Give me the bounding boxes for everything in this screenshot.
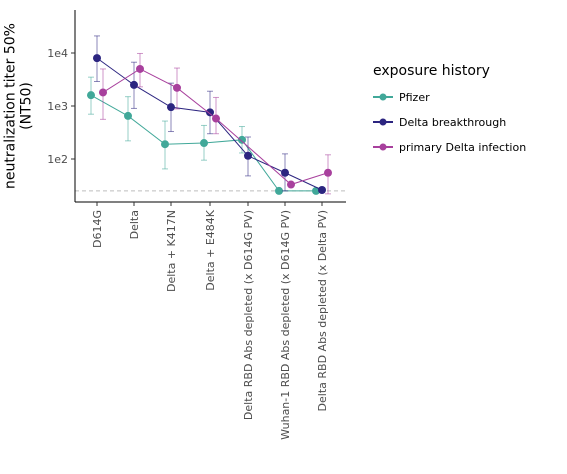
y-tick-label: 1e2 — [47, 153, 68, 166]
data-point — [206, 108, 214, 117]
data-point — [93, 54, 101, 63]
legend-swatch-point — [379, 93, 387, 101]
x-tick-label: Delta RBD Abs depleted (x Delta PV) — [316, 210, 329, 411]
data-point — [173, 83, 181, 92]
legend-item: primary Delta infection — [373, 141, 526, 154]
legend-label: primary Delta infection — [399, 141, 526, 154]
data-point — [124, 111, 132, 120]
data-point — [200, 139, 208, 148]
data-point — [161, 140, 169, 149]
y-axis-title-line: (NT50) — [18, 82, 34, 130]
data-point — [281, 168, 289, 177]
y-tick-label: 1e4 — [47, 47, 68, 60]
x-tick-label: Delta RBD Abs depleted (x D614G PV) — [242, 210, 255, 420]
x-tick-layer: D614G Delta Delta + K417N Delta + E484K Delt… — [91, 202, 329, 440]
data-point — [238, 135, 246, 144]
data-point — [318, 186, 326, 195]
legend-label: Delta breakthrough — [399, 116, 506, 129]
y-axis-title: neutralization titer 50%(NT50) — [2, 23, 34, 189]
x-tick-label: Wuhan-1 RBD Abs depleted (x D614G PV) — [279, 210, 292, 440]
data-point — [130, 80, 138, 89]
data-point — [324, 168, 332, 177]
y-tick-layer: 1e2 1e3 1e4 — [47, 47, 75, 166]
y-axis-title-line: neutralization titer 50% — [2, 23, 18, 189]
legend-label: Pfizer — [399, 91, 430, 104]
legend-item: Delta breakthrough — [373, 116, 506, 129]
data-point — [275, 186, 283, 195]
data-point — [136, 64, 144, 73]
data-point — [167, 103, 175, 112]
data-point — [244, 151, 252, 160]
legend: exposure history Pfizer Delta breakthroug… — [373, 63, 526, 154]
series-layer — [87, 35, 332, 195]
x-tick-label: Delta + E484K — [204, 209, 217, 291]
legend-swatch-point — [379, 143, 387, 151]
x-tick-label: D614G — [91, 210, 104, 248]
legend-swatch-point — [379, 118, 387, 126]
data-point — [312, 186, 320, 195]
legend-item: Pfizer — [373, 91, 430, 104]
legend-title: exposure history — [373, 63, 490, 79]
x-tick-label: Delta — [128, 210, 141, 239]
x-tick-label: Delta + K417N — [165, 210, 178, 292]
data-point — [87, 91, 95, 100]
y-tick-label: 1e3 — [47, 100, 68, 113]
data-point — [99, 88, 107, 97]
data-point — [212, 114, 220, 123]
data-point — [287, 180, 295, 189]
series-line — [102, 68, 329, 186]
series-delta-breakthrough — [93, 35, 326, 195]
series-primary-delta-infection — [99, 52, 332, 195]
